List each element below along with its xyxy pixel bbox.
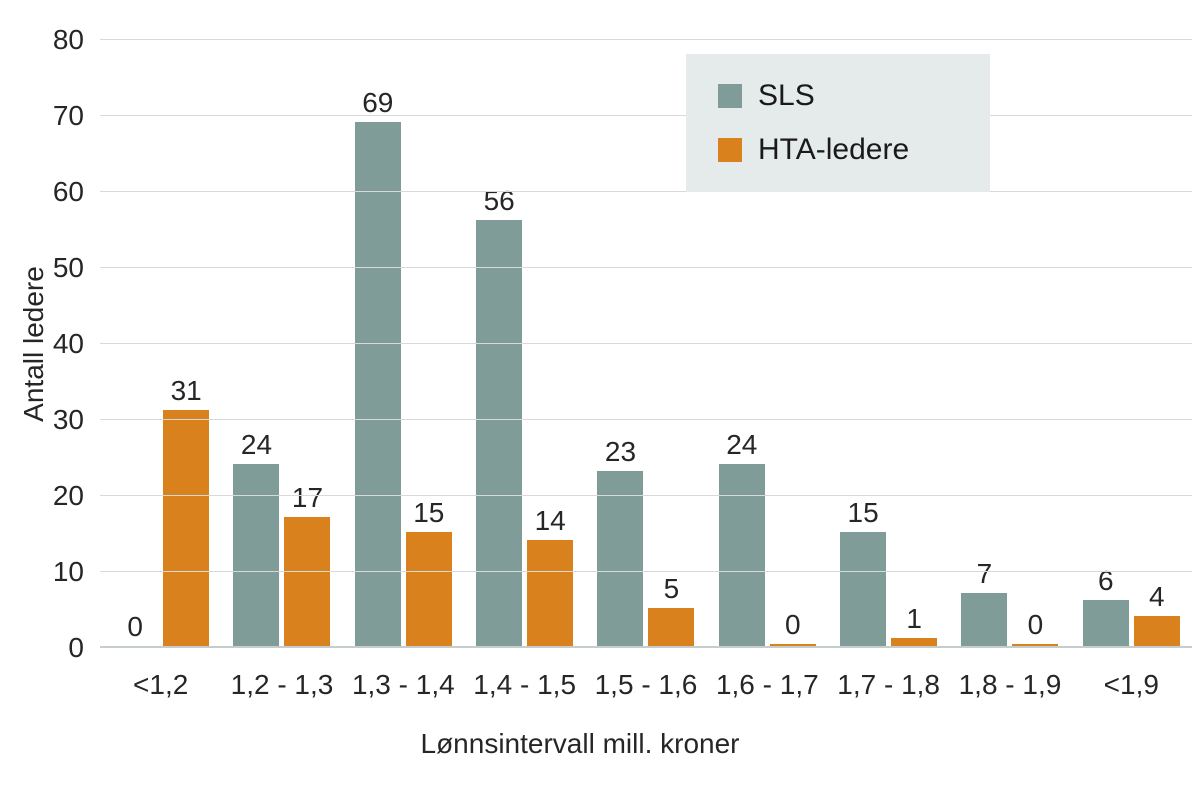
bar-sls: 6 (1082, 565, 1129, 646)
bar-value-label: 23 (604, 436, 637, 468)
x-tick-label: 1,3 - 1,4 (351, 669, 455, 700)
x-axis-tick-labels: <1,2 1,2 - 1,3 1,3 - 1,4 1,4 - 1,5 1,5 - 1,6… (100, 668, 1192, 702)
bar-value-label: 6 (1097, 565, 1114, 597)
x-tick-label: <1,2 (133, 669, 189, 700)
bar-group: 0 31 (100, 40, 221, 646)
bar-value-label: 5 (663, 573, 680, 604)
bar-sls: 24 (718, 429, 765, 646)
bar-hta-ledere: 31 (163, 375, 210, 646)
x-tick-label: 1,6 - 1,7 (715, 669, 819, 700)
x-axis-title: Lønnsintervall mill. kroner (420, 728, 740, 759)
y-tick-label: 60 (52, 176, 84, 207)
bar-group: 23 5 (585, 40, 706, 646)
gridline (100, 343, 1192, 344)
bar-value-label: 24 (726, 428, 758, 460)
bar-value-label: 31 (170, 375, 202, 407)
legend-label: SLS (758, 79, 815, 112)
y-tick-label: 10 (52, 556, 84, 587)
bar-value-label: 17 (291, 481, 324, 513)
bar-sls: 23 (597, 436, 644, 646)
gridline (100, 39, 1192, 40)
bar-value-label: 0 (1027, 609, 1044, 640)
y-tick-label: 30 (52, 404, 84, 435)
legend-item: SLS (718, 78, 990, 114)
x-tick-label: 1,4 - 1,5 (473, 669, 577, 700)
bar-value-label: 0 (785, 609, 801, 640)
y-tick-label: 40 (52, 328, 84, 359)
bar-value-label: 15 (413, 497, 445, 528)
bar-hta-ledere: 5 (648, 573, 695, 646)
bar-group: 15 1 (828, 40, 949, 646)
bar-sls: 24 (233, 429, 280, 646)
gridline (100, 495, 1192, 496)
legend: SLS HTA-ledere (686, 54, 990, 192)
y-tick-label: 0 (68, 632, 84, 663)
x-tick-label: 1,5 - 1,6 (594, 669, 698, 700)
bar-value-label: 7 (976, 557, 993, 589)
bar-group: 24 0 (707, 40, 828, 646)
gridline (100, 267, 1192, 268)
legend-label: HTA-ledere (758, 133, 910, 166)
legend-swatch (718, 84, 742, 108)
x-tick-label: 1,7 - 1,8 (837, 669, 940, 700)
bar-hta-ledere: 1 (891, 603, 938, 646)
bar-group: 24 17 (221, 40, 342, 646)
y-tick-label: 70 (52, 100, 84, 131)
bar-value-label: 1 (906, 603, 922, 635)
y-tick-label: 20 (52, 480, 84, 511)
bar-sls: 56 (476, 185, 523, 646)
bar-hta-ledere: 14 (527, 505, 574, 646)
gridline (100, 419, 1192, 420)
y-tick-label: 50 (52, 252, 84, 283)
bar-hta-ledere: 4 (1133, 581, 1180, 646)
bar-sls: 69 (354, 87, 401, 646)
bar-value-label: 14 (534, 504, 566, 536)
bar-sls: 15 (840, 497, 887, 646)
legend-item: HTA-ledere (718, 132, 990, 168)
gridline (100, 571, 1192, 572)
bar-hta-ledere: 17 (284, 482, 331, 646)
bar-value-label: 24 (240, 428, 273, 460)
bar-hta-ledere: 0 (1012, 609, 1059, 646)
bar-value-label: 56 (483, 185, 515, 217)
bar-group: 69 15 (343, 40, 464, 646)
plot-area: 0 31 24 17 69 15 56 14 23 5 24 0 15 1 7 0 6 4 (100, 39, 1192, 648)
bar-group: 56 14 (464, 40, 585, 646)
y-tick-label: 80 (52, 24, 84, 55)
bar-hta-ledere: 0 (769, 609, 816, 646)
gridline (100, 115, 1192, 116)
x-tick-label: <1,9 (1103, 669, 1159, 700)
bar-groups-container: 0 31 24 17 69 15 56 14 23 5 24 0 15 1 7 0 6 4 (100, 40, 1192, 646)
legend-swatch (718, 138, 742, 162)
bar-value-label: 69 (362, 86, 394, 118)
bar-value-label: 0 (127, 611, 143, 642)
bar-sls: 7 (961, 558, 1008, 646)
bar-hta-ledere: 15 (405, 497, 452, 646)
gridline (100, 191, 1192, 192)
x-tick-label: 1,2 - 1,3 (230, 669, 334, 700)
bar-value-label: 15 (847, 497, 879, 528)
bar-value-label: 4 (1148, 580, 1165, 612)
x-tick-label: 1,8 - 1,9 (958, 669, 1062, 700)
